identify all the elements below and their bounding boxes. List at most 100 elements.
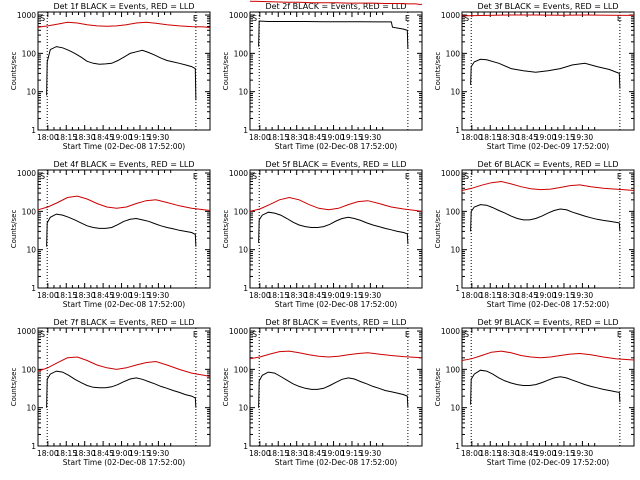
x-axis-label: Start Time (02-Dec-09 17:52:00) (487, 142, 609, 151)
y-tick-label: 10 (238, 246, 248, 255)
x-tick-label: 18:00 (37, 449, 59, 458)
detector-panel: Det 1f BLACK = Events, RED = LLD 1 10 100 10… (10, 2, 211, 151)
end-marker: E (617, 172, 622, 181)
x-tick-label: 19:15 (553, 291, 575, 300)
x-tick-label: 18:45 (304, 449, 326, 458)
x-axis-label: Start Time (02-Dec-08 17:52:00) (63, 142, 185, 151)
x-axis-label: Start Time (02-Dec-08 17:52:00) (63, 458, 185, 467)
x-tick-label: 19:30 (360, 449, 382, 458)
y-axis-label: Counts/sec (222, 210, 230, 249)
start-marker: S (252, 330, 257, 339)
plot-frame (249, 11, 423, 131)
x-tick-label: 19:00 (323, 291, 345, 300)
plot-frame (37, 11, 211, 131)
detector-panel: Det 2f BLACK = Events, RED = LLD 1 10 100 10… (222, 0, 423, 151)
x-tick-label: 18:15 (267, 449, 289, 458)
y-tick-label: 100 (22, 49, 37, 58)
x-tick-label: 19:15 (341, 449, 363, 458)
start-marker: S (464, 330, 469, 339)
lld-series-line (249, 196, 423, 212)
x-tick-label: 18:45 (92, 291, 114, 300)
x-tick-label: 18:30 (498, 291, 520, 300)
plot-title: Det 5f BLACK = Events, RED = LLD (265, 160, 406, 169)
x-tick-label: 19:15 (553, 449, 575, 458)
x-tick-label: 18:30 (286, 133, 308, 142)
y-tick-label: 1000 (441, 169, 460, 178)
start-marker: S (464, 14, 469, 23)
x-axis-label: Start Time (02-Dec-08 17:52:00) (63, 300, 185, 309)
y-tick-label: 100 (234, 365, 249, 374)
x-tick-label: 18:00 (249, 133, 271, 142)
x-tick-label: 18:15 (55, 133, 77, 142)
x-tick-label: 18:15 (479, 449, 501, 458)
end-marker: E (405, 14, 410, 23)
end-marker: E (617, 14, 622, 23)
y-tick-label: 1 (31, 126, 36, 135)
y-tick-label: 1000 (17, 169, 36, 178)
events-series-line (258, 211, 409, 245)
detector-panel: Det 8f BLACK = Events, RED = LLD 1 10 100 10… (222, 318, 423, 467)
y-axis-label: Counts/sec (10, 210, 18, 249)
x-tick-label: 18:45 (516, 133, 538, 142)
events-series-line (46, 370, 197, 408)
y-tick-label: 100 (22, 207, 37, 216)
y-tick-label: 100 (446, 49, 461, 58)
x-tick-label: 18:45 (92, 449, 114, 458)
start-marker: S (40, 330, 45, 339)
x-tick-label: 18:00 (461, 449, 483, 458)
start-marker: S (40, 14, 45, 23)
x-tick-label: 18:00 (37, 291, 59, 300)
events-series-line (470, 58, 621, 89)
x-tick-label: 18:15 (55, 449, 77, 458)
y-tick-label: 10 (238, 88, 248, 97)
x-tick-label: 19:00 (323, 449, 345, 458)
x-tick-label: 19:00 (111, 291, 133, 300)
x-tick-label: 19:30 (360, 133, 382, 142)
y-tick-label: 1 (243, 126, 248, 135)
x-tick-label: 19:00 (535, 449, 557, 458)
x-tick-label: 19:30 (148, 133, 170, 142)
y-axis-label: Counts/sec (434, 210, 442, 249)
x-tick-label: 19:30 (572, 291, 594, 300)
x-tick-label: 18:30 (498, 133, 520, 142)
y-tick-label: 100 (234, 49, 249, 58)
plot-title: Det 2f BLACK = Events, RED = LLD (265, 2, 406, 11)
x-tick-label: 18:45 (304, 133, 326, 142)
y-tick-label: 100 (234, 207, 249, 216)
y-tick-label: 10 (26, 404, 36, 413)
y-tick-label: 1000 (17, 327, 36, 336)
y-axis-label: Counts/sec (434, 52, 442, 91)
x-tick-label: 19:15 (129, 449, 151, 458)
x-tick-label: 19:30 (148, 449, 170, 458)
x-tick-label: 19:00 (535, 291, 557, 300)
y-tick-label: 100 (446, 365, 461, 374)
y-tick-label: 1 (31, 442, 36, 451)
x-tick-label: 18:15 (267, 291, 289, 300)
y-tick-label: 1000 (441, 11, 460, 20)
end-marker: E (193, 14, 198, 23)
end-marker: E (617, 330, 622, 339)
lld-series-line (37, 195, 211, 211)
x-tick-label: 19:15 (341, 291, 363, 300)
y-tick-label: 1 (243, 284, 248, 293)
plot-frame (249, 169, 423, 289)
events-series-line (258, 371, 409, 408)
events-series-line (470, 204, 621, 232)
y-tick-label: 1 (455, 284, 460, 293)
y-tick-label: 10 (450, 404, 460, 413)
plot-title: Det 3f BLACK = Events, RED = LLD (477, 2, 618, 11)
x-tick-label: 19:00 (111, 449, 133, 458)
detector-panel: Det 5f BLACK = Events, RED = LLD 1 10 100 10… (222, 160, 423, 309)
plot-frame (461, 11, 635, 131)
x-tick-label: 18:45 (516, 449, 538, 458)
x-tick-label: 19:15 (341, 133, 363, 142)
y-tick-label: 10 (450, 246, 460, 255)
y-tick-label: 10 (238, 404, 248, 413)
x-tick-label: 18:30 (74, 133, 96, 142)
x-tick-label: 19:00 (111, 133, 133, 142)
y-axis-label: Counts/sec (222, 52, 230, 91)
lld-series-line (461, 350, 635, 361)
x-axis-label: Start Time (02-Dec-08 17:52:00) (275, 300, 397, 309)
detector-panel: Det 6f BLACK = Events, RED = LLD 1 10 100 10… (434, 160, 635, 309)
